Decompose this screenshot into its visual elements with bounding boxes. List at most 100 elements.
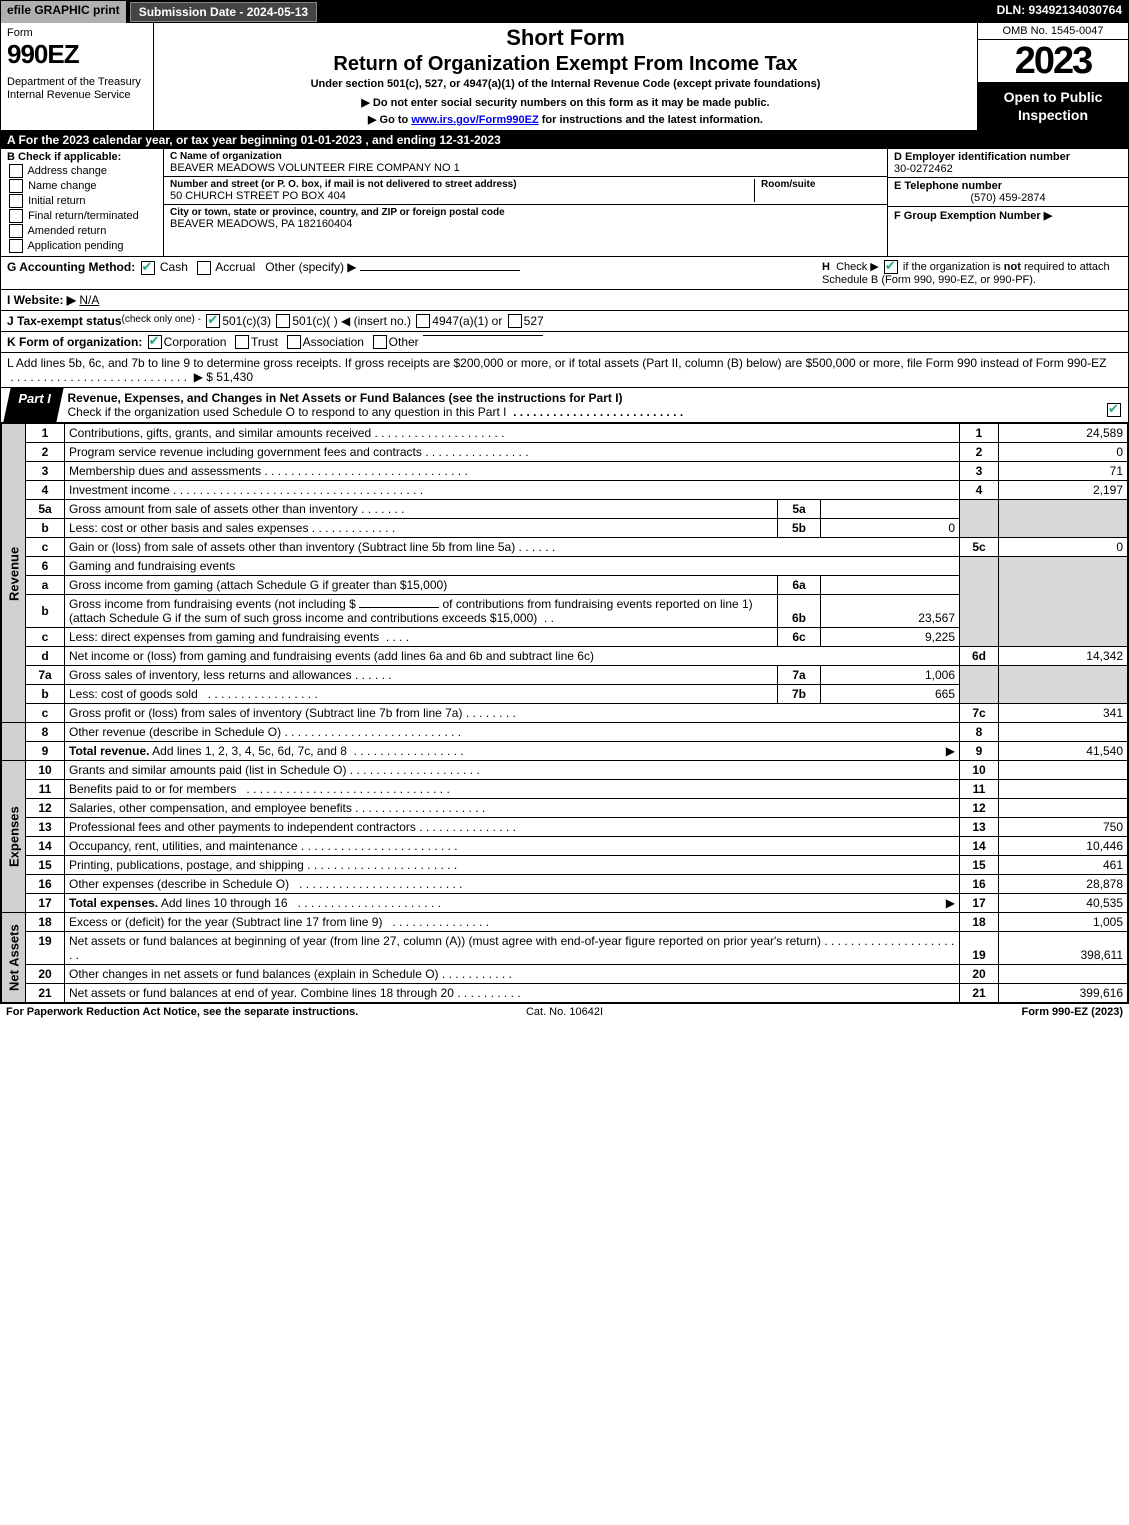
line-14: 14 Occupancy, rent, utilities, and maint… xyxy=(2,837,1128,856)
part1-checkbox-cell xyxy=(1100,388,1128,422)
chk-final-return[interactable]: Final return/terminated xyxy=(7,209,157,223)
desc: Net assets or fund balances at beginning… xyxy=(65,932,960,965)
chk-name-change[interactable]: Name change xyxy=(7,179,157,193)
checkbox-assoc[interactable] xyxy=(287,335,301,349)
checkbox-icon[interactable] xyxy=(9,194,23,208)
part1-check-text: Check if the organization used Schedule … xyxy=(68,405,507,419)
form-word: Form xyxy=(7,27,147,39)
subnum: 6c xyxy=(778,628,821,647)
checkbox-527[interactable] xyxy=(508,314,522,328)
ln: 7a xyxy=(26,666,65,685)
checkbox-accrual[interactable] xyxy=(197,261,211,275)
header-center: Short Form Return of Organization Exempt… xyxy=(154,23,977,130)
header-row: Form 990EZ Department of the Treasury In… xyxy=(1,23,1128,131)
subnum: 5b xyxy=(778,519,821,538)
contrib-amount-input[interactable] xyxy=(359,607,439,608)
linenum: 2 xyxy=(960,443,999,462)
short-form-title: Short Form xyxy=(162,25,969,51)
desc: Gross amount from sale of assets other t… xyxy=(65,500,778,519)
linenum: 18 xyxy=(960,913,999,932)
column-c: C Name of organization BEAVER MEADOWS VO… xyxy=(164,149,887,256)
chk-amended-return[interactable]: Amended return xyxy=(7,224,157,238)
line-5a: 5a Gross amount from sale of assets othe… xyxy=(2,500,1128,519)
form-container: efile GRAPHIC print Submission Date - 20… xyxy=(0,0,1129,1004)
k-label: K Form of organization: xyxy=(7,335,142,349)
g-other-input[interactable] xyxy=(360,270,520,271)
checkbox-501c3[interactable] xyxy=(206,314,220,328)
linenum: 6d xyxy=(960,647,999,666)
linenum: 19 xyxy=(960,932,999,965)
line-6a: a Gross income from gaming (attach Sched… xyxy=(2,576,1128,595)
line-1: Revenue 1 Contributions, gifts, grants, … xyxy=(2,424,1128,443)
subval: 0 xyxy=(821,519,960,538)
checkbox-part1[interactable] xyxy=(1107,403,1121,417)
ln: 8 xyxy=(26,723,65,742)
footer-left: For Paperwork Reduction Act Notice, see … xyxy=(6,1006,378,1018)
d1: Gross income from fundraising events (no… xyxy=(69,597,356,611)
lineval: 14,342 xyxy=(999,647,1128,666)
j-note: (check only one) - xyxy=(122,314,201,325)
total-exp-label: Total expenses. xyxy=(69,896,158,910)
dln-label: DLN: 93492134030764 xyxy=(991,1,1128,23)
ln: 1 xyxy=(26,424,65,443)
checkbox-h[interactable] xyxy=(884,260,898,274)
checkbox-icon[interactable] xyxy=(9,239,23,253)
lineval xyxy=(999,965,1128,984)
ln: a xyxy=(26,576,65,595)
subnum: 7a xyxy=(778,666,821,685)
k-other-input[interactable] xyxy=(423,335,543,336)
linenum: 4 xyxy=(960,481,999,500)
j-527: 527 xyxy=(524,314,544,328)
linenum: 21 xyxy=(960,984,999,1003)
desc: Gain or (loss) from sale of assets other… xyxy=(65,538,960,557)
chk-address-change[interactable]: Address change xyxy=(7,164,157,178)
desc: Other revenue (describe in Schedule O) .… xyxy=(65,723,960,742)
line-6d: d Net income or (loss) from gaming and f… xyxy=(2,647,1128,666)
line-13: 13 Professional fees and other payments … xyxy=(2,818,1128,837)
checkbox-4947[interactable] xyxy=(416,314,430,328)
j-label: J Tax-exempt status xyxy=(7,314,122,328)
part1-header: Part I Revenue, Expenses, and Changes in… xyxy=(1,388,1128,423)
checkbox-icon[interactable] xyxy=(9,164,23,178)
checkbox-other[interactable] xyxy=(373,335,387,349)
desc: Excess or (deficit) for the year (Subtra… xyxy=(65,913,960,932)
desc: Program service revenue including govern… xyxy=(65,443,960,462)
k-assoc: Association xyxy=(303,335,364,349)
return-title: Return of Organization Exempt From Incom… xyxy=(162,53,969,76)
line-9: 9 Total revenue. Add lines 1, 2, 3, 4, 5… xyxy=(2,742,1128,761)
checkbox-trust[interactable] xyxy=(235,335,249,349)
j-501c: 501(c)( ) ◀ (insert no.) xyxy=(292,314,411,328)
subval xyxy=(821,576,960,595)
line-5b: b Less: cost or other basis and sales ex… xyxy=(2,519,1128,538)
line-18: Net Assets 18 Excess or (deficit) for th… xyxy=(2,913,1128,932)
checkbox-icon[interactable] xyxy=(9,179,23,193)
line-7c: c Gross profit or (loss) from sales of i… xyxy=(2,704,1128,723)
checkbox-cash[interactable] xyxy=(141,261,155,275)
website-value: N/A xyxy=(79,293,479,307)
lineval: 1,005 xyxy=(999,913,1128,932)
ln: 18 xyxy=(26,913,65,932)
chk-initial-return[interactable]: Initial return xyxy=(7,194,157,208)
footer-right-post: (2023) xyxy=(1088,1006,1123,1018)
desc: Less: cost of goods sold . . . . . . . .… xyxy=(65,685,778,704)
column-b: B Check if applicable: Address change Na… xyxy=(1,149,164,256)
lineval: 341 xyxy=(999,704,1128,723)
desc: Total expenses. Add lines 10 through 16 … xyxy=(65,894,960,913)
line-5c: c Gain or (loss) from sale of assets oth… xyxy=(2,538,1128,557)
goto-pre: ▶ Go to xyxy=(368,114,411,126)
checkbox-501c[interactable] xyxy=(276,314,290,328)
desc: Other changes in net assets or fund bala… xyxy=(65,965,960,984)
k-other: Other xyxy=(389,335,419,349)
checkbox-corp[interactable] xyxy=(148,335,162,349)
part1-title-text: Revenue, Expenses, and Changes in Net As… xyxy=(68,391,623,405)
gh-row: G Accounting Method: Cash Accrual Other … xyxy=(1,257,1128,290)
linenum: 7c xyxy=(960,704,999,723)
tax-year: 2023 xyxy=(978,40,1128,82)
chk-application-pending[interactable]: Application pending xyxy=(7,239,157,253)
checkbox-icon[interactable] xyxy=(9,224,23,238)
subval: 23,567 xyxy=(821,595,960,628)
checkbox-icon[interactable] xyxy=(9,209,23,223)
city-row: City or town, state or province, country… xyxy=(164,205,887,232)
goto-link[interactable]: www.irs.gov/Form990EZ xyxy=(411,114,538,126)
efile-print-label[interactable]: efile GRAPHIC print xyxy=(1,1,128,23)
